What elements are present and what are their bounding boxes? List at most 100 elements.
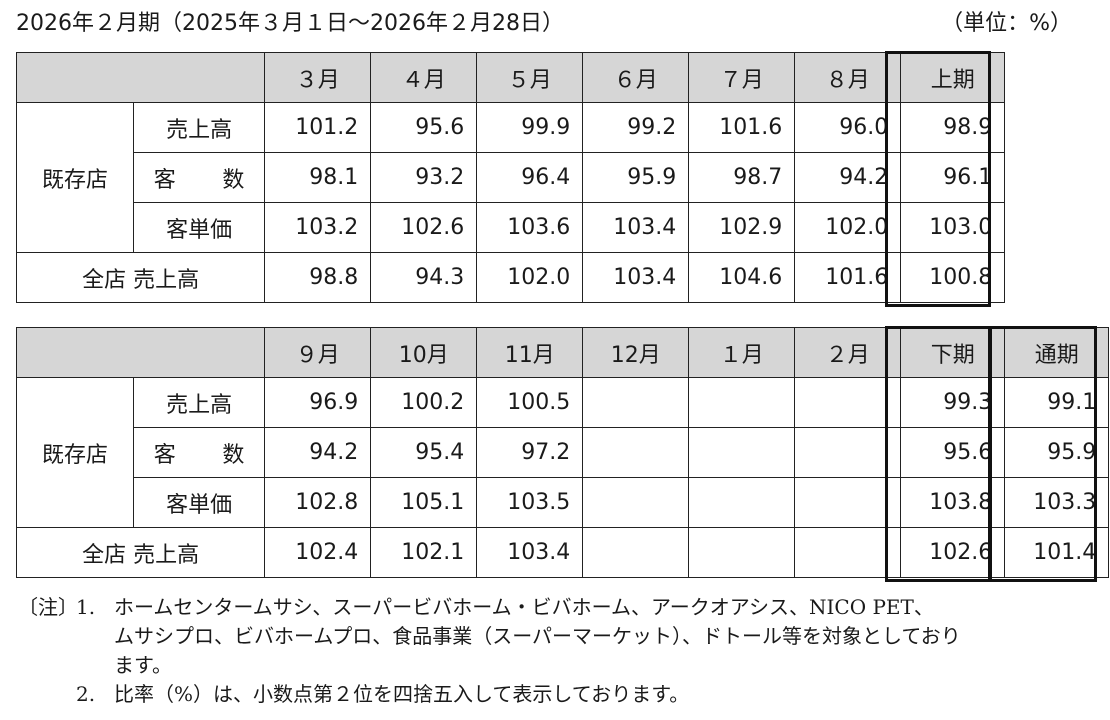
- value-cell: 103.4: [582, 202, 690, 253]
- value-cell: 101.6: [794, 252, 902, 303]
- value-cell: 101.2: [264, 102, 372, 153]
- value-cell: [582, 527, 690, 578]
- value-cell: 100.2: [370, 377, 478, 428]
- note-text: ます。: [114, 653, 172, 677]
- second-half-header: 下期: [900, 327, 1006, 378]
- table-row: 客単価 103.2 102.6 103.6 103.4 102.9 102.0 …: [17, 202, 1006, 253]
- value-cell: [688, 377, 796, 428]
- table-row: 客単価 102.8 105.1 103.5 103.8 103.3: [17, 477, 1110, 528]
- note-tag: 〔注〕: [18, 595, 78, 619]
- value-cell: 102.9: [688, 202, 796, 253]
- table-row: 全店 売上高 102.4 102.1 103.4 102.6 101.4: [15, 527, 1110, 578]
- value-cell: [794, 427, 902, 478]
- header-row: ３月 ４月 ５月 ６月 ７月 ８月 上期: [15, 52, 1006, 103]
- value-cell: 95.9: [582, 152, 690, 203]
- note-text: 比率（%）は、小数点第２位を四捨五入して表示しております。: [114, 682, 690, 706]
- value-cell: 103.5: [476, 477, 584, 528]
- column-header: ６月: [582, 52, 690, 103]
- column-header: ３月: [264, 52, 372, 103]
- value-cell: 102.6: [370, 202, 478, 253]
- unit-label: （単位：%）: [941, 11, 1072, 36]
- value-cell: 98.9: [900, 102, 1006, 153]
- value-cell: 103.0: [900, 202, 1006, 253]
- value-cell: 95.4: [370, 427, 478, 478]
- note-text: ホームセンタームサシ、スーパービバホーム・ビバホーム、アークオアシス、NICO …: [114, 595, 934, 619]
- value-cell: [794, 477, 902, 528]
- value-cell: 95.9: [1004, 427, 1110, 478]
- value-cell: 94.3: [370, 252, 478, 303]
- value-cell: 98.1: [264, 152, 372, 203]
- value-cell: 94.2: [794, 152, 902, 203]
- existing-stores-label: 既存店: [16, 377, 134, 528]
- value-cell: 93.2: [370, 152, 478, 203]
- header-row: ９月 10月 11月 12月 １月 ２月 下期 通期: [15, 327, 1110, 378]
- value-cell: 103.6: [476, 202, 584, 253]
- value-cell: 103.4: [476, 527, 584, 578]
- value-cell: 100.5: [476, 377, 584, 428]
- table-row: 客 数 94.2 95.4 97.2 95.6 95.9: [17, 427, 1110, 478]
- value-cell: 96.0: [794, 102, 902, 153]
- note-number: 2.: [76, 682, 96, 706]
- column-header: ２月: [794, 327, 902, 378]
- value-cell: 102.8: [264, 477, 372, 528]
- column-header: ９月: [264, 327, 372, 378]
- note-text: ムサシプロ、ビバホームプロ、食品事業（スーパーマーケット）、ドトール等を対象とし…: [114, 624, 961, 648]
- value-cell: 102.4: [264, 527, 372, 578]
- value-cell: 99.2: [582, 102, 690, 153]
- column-header: 10月: [370, 327, 478, 378]
- value-cell: 103.8: [900, 477, 1006, 528]
- column-header: ４月: [370, 52, 478, 103]
- value-cell: [794, 377, 902, 428]
- value-cell: [688, 527, 796, 578]
- existing-stores-label: 既存店: [16, 102, 134, 253]
- full-year-header: 通期: [1004, 327, 1110, 378]
- value-cell: [794, 527, 902, 578]
- value-cell: 95.6: [900, 427, 1006, 478]
- value-cell: [582, 477, 690, 528]
- value-cell: 94.2: [264, 427, 372, 478]
- corner-cell: [15, 327, 266, 378]
- second-half-table: ９月 10月 11月 12月 １月 ２月 下期 通期 既存店 売上高 96.9 …: [15, 327, 1110, 578]
- all-stores-sales-label: 全店 売上高: [15, 252, 266, 303]
- value-cell: [688, 477, 796, 528]
- unit-price-label: 客単価: [132, 477, 266, 528]
- value-cell: [688, 427, 796, 478]
- value-cell: 103.3: [1004, 477, 1110, 528]
- table-row: 既存店 売上高 101.2 95.6 99.9 99.2 101.6 96.0 …: [16, 102, 1006, 253]
- value-cell: 102.0: [794, 202, 902, 253]
- column-header: ７月: [688, 52, 796, 103]
- value-cell: 98.7: [688, 152, 796, 203]
- column-header: １月: [688, 327, 796, 378]
- value-cell: 99.9: [476, 102, 584, 153]
- all-stores-sales-label: 全店 売上高: [15, 527, 266, 578]
- value-cell: 98.8: [264, 252, 372, 303]
- table-row: 全店 売上高 98.8 94.3 102.0 103.4 104.6 101.6…: [15, 252, 1006, 303]
- value-cell: 102.0: [476, 252, 584, 303]
- value-cell: 102.6: [900, 527, 1006, 578]
- corner-cell: [15, 52, 266, 103]
- column-header: 12月: [582, 327, 690, 378]
- first-half-table: ３月 ４月 ５月 ６月 ７月 ８月 上期 既存店 売上高 101.2 95.6 …: [15, 52, 1006, 303]
- value-cell: [582, 427, 690, 478]
- column-header: 11月: [476, 327, 584, 378]
- value-cell: 100.8: [900, 252, 1006, 303]
- value-cell: 96.9: [264, 377, 372, 428]
- customers-label: 客 数: [132, 427, 266, 478]
- report-header: 2026年２月期（2025年３月１日～2026年２月28日） （単位：%）: [16, 8, 1086, 40]
- value-cell: 105.1: [370, 477, 478, 528]
- period-title: 2026年２月期（2025年３月１日～2026年２月28日）: [16, 11, 564, 36]
- customers-label: 客 数: [132, 152, 266, 203]
- value-cell: 97.2: [476, 427, 584, 478]
- sales-label: 売上高: [132, 102, 266, 153]
- value-cell: 104.6: [688, 252, 796, 303]
- first-half-header: 上期: [900, 52, 1006, 103]
- note-number: 1.: [76, 595, 96, 619]
- value-cell: 96.1: [900, 152, 1006, 203]
- value-cell: 103.4: [582, 252, 690, 303]
- value-cell: 101.6: [688, 102, 796, 153]
- value-cell: 102.1: [370, 527, 478, 578]
- value-cell: 99.1: [1004, 377, 1110, 428]
- column-header: ８月: [794, 52, 902, 103]
- value-cell: 95.6: [370, 102, 478, 153]
- table-row: 既存店 売上高 96.9 100.2 100.5 99.3 99.1: [16, 377, 1110, 528]
